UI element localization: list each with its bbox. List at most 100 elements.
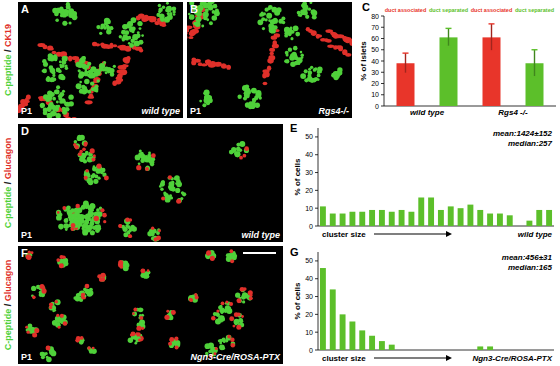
error-cap xyxy=(532,76,538,77)
bar xyxy=(477,210,483,226)
duct-cell xyxy=(139,49,143,53)
duct-cell xyxy=(190,29,197,35)
beta-cell xyxy=(311,10,317,16)
beta-cell xyxy=(72,15,78,21)
alpha-cell xyxy=(248,290,253,295)
category-label: wild type xyxy=(410,108,445,117)
error-bar xyxy=(489,24,495,51)
bar xyxy=(399,350,405,351)
beta-cell xyxy=(239,148,243,152)
beta-cell xyxy=(60,75,65,80)
alpha-cell xyxy=(75,145,79,149)
beta-cell xyxy=(314,77,318,81)
beta-cell xyxy=(132,312,137,317)
beta-cell xyxy=(261,17,265,21)
duct-cell xyxy=(124,58,130,64)
beta-cell xyxy=(159,13,165,19)
y-tick-label: 40 xyxy=(305,151,313,158)
beta-cell xyxy=(313,68,317,72)
stain-name: C-peptide xyxy=(3,187,13,229)
duct-cell xyxy=(345,53,351,57)
beta-cell xyxy=(237,95,241,99)
beta-cell xyxy=(84,89,88,93)
beta-cell xyxy=(81,63,86,68)
beta-cell xyxy=(270,25,276,31)
error-cap xyxy=(489,50,495,51)
beta-cell xyxy=(312,9,315,12)
alpha-cell xyxy=(195,295,199,299)
histogram: E01020304050% of cellsmean:1424±152media… xyxy=(290,122,554,239)
bar xyxy=(408,350,414,351)
beta-cell xyxy=(177,198,182,203)
duct-cell xyxy=(269,48,275,52)
beta-cell xyxy=(61,60,66,65)
beta-cell xyxy=(222,347,225,350)
alpha-cell xyxy=(241,315,244,318)
alpha-cell xyxy=(243,287,247,291)
stain-name: C-peptide xyxy=(3,55,13,97)
beta-cell xyxy=(62,60,65,63)
beta-cell xyxy=(92,167,97,172)
bar xyxy=(458,208,464,226)
alpha-cell xyxy=(100,208,104,212)
bar xyxy=(399,210,405,226)
alpha-cell xyxy=(99,278,103,282)
cells xyxy=(18,2,176,118)
beta-cell xyxy=(50,77,55,82)
beta-cell xyxy=(121,30,126,35)
beta-cell xyxy=(97,177,100,180)
beta-cell xyxy=(209,21,213,25)
beta-cell xyxy=(290,54,293,57)
alpha-cell xyxy=(40,284,45,289)
duct-cell xyxy=(52,51,57,55)
duct-cell xyxy=(187,32,188,35)
duct-cell xyxy=(88,96,95,99)
micrograph-panel: BP1Rgs4-/- xyxy=(175,0,357,118)
genotype-label: wild type xyxy=(518,230,553,239)
beta-cell xyxy=(235,152,241,158)
beta-cell xyxy=(65,67,69,71)
beta-cell xyxy=(65,13,68,16)
stage-label: P1 xyxy=(21,352,32,362)
y-tick xyxy=(315,296,318,297)
y-tick-label: 20 xyxy=(305,311,313,318)
bar xyxy=(536,350,542,351)
beta-cell xyxy=(64,261,69,266)
genotype-label: Ngn3-Cre/ROSA-PTX xyxy=(190,352,281,362)
alpha-cell xyxy=(97,164,101,168)
error-bar xyxy=(446,28,452,46)
y-axis-label: % of cells xyxy=(293,158,302,195)
beta-cell xyxy=(45,352,48,355)
alpha-cell xyxy=(101,273,106,278)
beta-cell xyxy=(126,231,130,235)
y-tick-label: 50 xyxy=(371,46,379,53)
beta-cell xyxy=(317,70,321,74)
beta-cell xyxy=(138,152,142,156)
alpha-cell xyxy=(243,154,247,158)
genotype-label: wild type xyxy=(141,106,180,116)
duct-cell xyxy=(267,58,274,64)
y-tick xyxy=(315,332,318,333)
alpha-cell xyxy=(125,218,130,223)
beta-cell xyxy=(74,212,78,216)
duct-cell xyxy=(43,45,48,50)
bar xyxy=(487,346,493,350)
beta-cell xyxy=(96,79,99,82)
arrow-head xyxy=(446,231,452,237)
bar xyxy=(359,212,365,226)
beta-cell xyxy=(42,70,45,73)
beta-cell xyxy=(69,101,74,106)
beta-cell xyxy=(175,188,180,193)
alpha-cell xyxy=(136,165,141,170)
beta-cell xyxy=(56,215,62,221)
alpha-cell xyxy=(168,342,172,346)
beta-cell xyxy=(76,293,79,296)
beta-cell xyxy=(164,17,170,23)
beta-cell xyxy=(145,272,149,276)
duct-cell xyxy=(88,94,93,99)
beta-cell xyxy=(40,352,45,357)
y-tick xyxy=(381,83,384,84)
alpha-cell xyxy=(230,338,234,342)
alpha-cell xyxy=(75,204,79,208)
beta-cell xyxy=(107,70,111,74)
